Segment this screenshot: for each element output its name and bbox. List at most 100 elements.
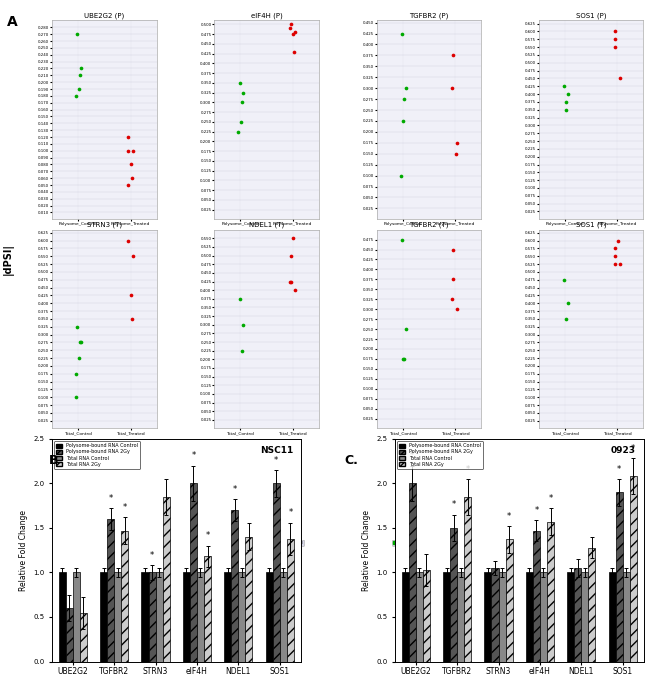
Bar — [540, 572, 547, 662]
Title: TGFBR2 (P): TGFBR2 (P) — [410, 13, 448, 19]
Text: NSC11: NSC11 — [260, 445, 293, 454]
Point — [76, 337, 86, 348]
Point — [559, 80, 569, 91]
Bar — [567, 572, 575, 662]
Point — [452, 137, 463, 148]
Point — [563, 89, 573, 100]
Bar — [484, 572, 491, 662]
Title: SOS1 (P): SOS1 (P) — [576, 13, 606, 19]
Text: B: B — [49, 454, 58, 466]
Title: SOS1 (T): SOS1 (T) — [576, 222, 606, 228]
Point — [127, 173, 137, 183]
Point — [237, 97, 247, 108]
Point — [614, 73, 625, 84]
Point — [398, 353, 409, 364]
Bar — [231, 510, 239, 662]
Bar — [416, 572, 422, 662]
Bar — [623, 572, 630, 662]
Bar — [162, 496, 170, 662]
Bar — [464, 496, 471, 662]
Text: A: A — [6, 15, 18, 29]
Point — [235, 77, 245, 88]
Text: C.: C. — [344, 454, 358, 466]
Point — [127, 145, 138, 156]
Point — [235, 293, 245, 304]
Point — [237, 345, 247, 356]
Text: *: * — [534, 505, 539, 514]
Bar — [443, 572, 450, 662]
Legend: Total_Control, Total_Treated: Total_Control, Total_Treated — [229, 539, 304, 546]
Point — [71, 391, 81, 402]
Bar — [608, 572, 616, 662]
Bar — [526, 572, 533, 662]
Legend: Total_Control, Total_Treated: Total_Control, Total_Treated — [554, 539, 628, 546]
Bar — [457, 572, 464, 662]
Point — [398, 115, 409, 126]
Point — [75, 337, 85, 348]
Point — [560, 104, 571, 115]
Point — [396, 234, 407, 245]
Point — [447, 294, 458, 305]
Bar — [402, 572, 409, 662]
Point — [72, 321, 83, 332]
Bar — [80, 612, 87, 662]
Legend: Polysome_Control, Polysome_Treated: Polysome_Control, Polysome_Treated — [382, 330, 475, 337]
Text: *: * — [123, 503, 127, 512]
Title: STRN3 (T): STRN3 (T) — [87, 222, 122, 228]
Legend: Total_Control, Total_Treated: Total_Control, Total_Treated — [68, 539, 141, 546]
Bar — [409, 484, 416, 662]
Point — [609, 258, 619, 269]
Legend: Total_Control, Total_Treated: Total_Control, Total_Treated — [392, 539, 466, 546]
Bar — [107, 519, 114, 662]
Point — [73, 353, 84, 364]
Bar — [183, 572, 190, 662]
Legend: Polysome_Control, Polysome_Treated: Polysome_Control, Polysome_Treated — [220, 330, 313, 337]
Title: TGFBR2 (T): TGFBR2 (T) — [409, 222, 448, 228]
Bar — [273, 484, 280, 662]
Point — [448, 274, 458, 285]
Point — [123, 235, 133, 246]
Text: *: * — [507, 512, 511, 521]
Y-axis label: Relative Fold Change: Relative Fold Change — [361, 509, 370, 591]
Text: *: * — [191, 451, 196, 460]
Bar — [100, 572, 107, 662]
Bar — [422, 569, 430, 662]
Bar — [547, 522, 554, 662]
Point — [123, 145, 133, 156]
Bar — [630, 476, 637, 662]
Point — [236, 117, 246, 128]
Point — [238, 319, 248, 330]
Point — [614, 258, 625, 269]
Bar — [121, 531, 128, 662]
Legend: Polysome_Control, Polysome_Treated: Polysome_Control, Polysome_Treated — [58, 330, 151, 337]
Point — [450, 148, 461, 159]
Point — [613, 235, 623, 246]
Point — [71, 368, 81, 379]
Bar — [142, 572, 148, 662]
Point — [127, 314, 137, 325]
Point — [399, 93, 410, 104]
Point — [290, 27, 300, 38]
Point — [127, 251, 138, 262]
Point — [285, 250, 296, 261]
Bar — [73, 572, 80, 662]
Point — [233, 126, 244, 137]
Bar — [246, 537, 252, 662]
Bar — [506, 539, 513, 662]
Point — [399, 353, 410, 364]
Bar — [533, 531, 540, 662]
Point — [285, 276, 296, 287]
Point — [561, 314, 571, 325]
Point — [610, 243, 620, 254]
Text: *: * — [617, 464, 621, 473]
Bar — [450, 528, 457, 662]
Bar — [66, 608, 73, 662]
Bar — [491, 568, 499, 662]
Text: *: * — [549, 494, 552, 503]
Bar — [155, 572, 162, 662]
Bar — [499, 572, 506, 662]
Bar — [224, 572, 231, 662]
Bar — [148, 572, 155, 662]
Bar — [190, 484, 197, 662]
Point — [126, 290, 136, 301]
